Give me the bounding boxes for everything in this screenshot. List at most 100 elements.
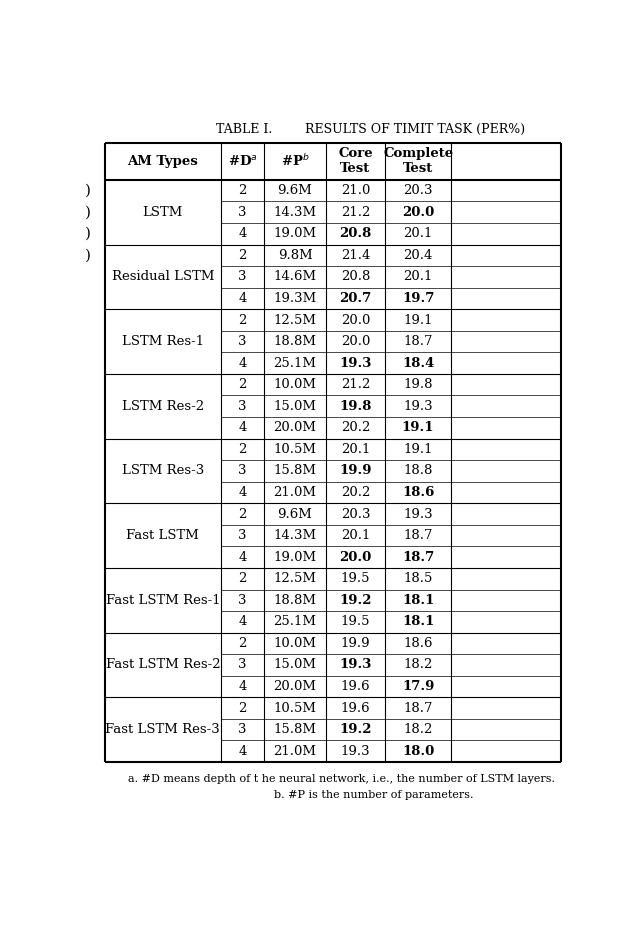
Text: 19.8: 19.8 (339, 400, 372, 413)
Text: 2: 2 (239, 249, 247, 261)
Text: 19.8: 19.8 (403, 378, 433, 391)
Text: 3: 3 (238, 594, 247, 607)
Text: 3: 3 (238, 205, 247, 219)
Text: ): ) (84, 226, 91, 241)
Text: Fast LSTM Res-1: Fast LSTM Res-1 (106, 594, 220, 607)
Text: 2: 2 (239, 637, 247, 650)
Text: 18.6: 18.6 (402, 486, 435, 499)
Text: 21.0: 21.0 (340, 184, 370, 197)
Text: 4: 4 (239, 486, 247, 499)
Text: 20.7: 20.7 (339, 292, 372, 305)
Text: 3: 3 (238, 335, 247, 348)
Text: a. #D means depth of t he neural network, i.e., the number of LSTM layers.: a. #D means depth of t he neural network… (128, 774, 555, 783)
Text: 14.3M: 14.3M (273, 205, 317, 219)
Text: 18.6: 18.6 (403, 637, 433, 650)
Text: 19.2: 19.2 (339, 594, 372, 607)
Text: 20.1: 20.1 (340, 529, 370, 542)
Text: 19.3: 19.3 (403, 400, 433, 413)
Text: 3: 3 (238, 529, 247, 542)
Text: 18.7: 18.7 (403, 529, 433, 542)
Text: 20.3: 20.3 (403, 184, 433, 197)
Text: 18.7: 18.7 (403, 335, 433, 348)
Text: LSTM Res-3: LSTM Res-3 (122, 464, 204, 477)
Text: 20.0: 20.0 (340, 313, 370, 327)
Text: LSTM: LSTM (143, 205, 183, 219)
Text: 10.5M: 10.5M (273, 702, 317, 715)
Text: 4: 4 (239, 744, 247, 758)
Text: 19.6: 19.6 (340, 702, 370, 715)
Text: 19.5: 19.5 (340, 616, 370, 629)
Text: 20.4: 20.4 (403, 249, 433, 261)
Text: 19.9: 19.9 (340, 637, 370, 650)
Text: 3: 3 (238, 464, 247, 477)
Text: Complete
Test: Complete Test (383, 148, 453, 175)
Text: ): ) (84, 205, 91, 219)
Text: 19.5: 19.5 (340, 572, 370, 585)
Text: 17.9: 17.9 (402, 680, 435, 693)
Text: 19.3: 19.3 (339, 658, 372, 671)
Text: 19.3: 19.3 (339, 357, 372, 369)
Text: 12.5M: 12.5M (273, 313, 317, 327)
Text: 2: 2 (239, 443, 247, 456)
Text: RESULTS OF TIMIT TASK (PER%): RESULTS OF TIMIT TASK (PER%) (305, 123, 525, 135)
Text: 18.5: 18.5 (403, 572, 433, 585)
Text: 20.0M: 20.0M (273, 680, 317, 693)
Text: 20.8: 20.8 (340, 271, 370, 283)
Text: 18.2: 18.2 (403, 658, 433, 671)
Text: 2: 2 (239, 378, 247, 391)
Text: 9.8M: 9.8M (278, 249, 312, 261)
Text: 15.8M: 15.8M (273, 464, 317, 477)
Text: #P$^{b}$: #P$^{b}$ (281, 153, 309, 170)
Text: LSTM Res-1: LSTM Res-1 (122, 335, 204, 348)
Text: 19.2: 19.2 (339, 724, 372, 736)
Text: 3: 3 (238, 400, 247, 413)
Text: 20.1: 20.1 (340, 443, 370, 456)
Text: 15.8M: 15.8M (273, 724, 317, 736)
Text: 2: 2 (239, 572, 247, 585)
Text: AM Types: AM Types (127, 155, 198, 168)
Text: 19.6: 19.6 (340, 680, 370, 693)
Text: 10.5M: 10.5M (273, 443, 317, 456)
Text: 18.0: 18.0 (402, 744, 434, 758)
Text: 19.3: 19.3 (403, 508, 433, 521)
Text: 18.7: 18.7 (402, 550, 434, 563)
Text: 20.2: 20.2 (340, 486, 370, 499)
Text: 10.0M: 10.0M (273, 637, 317, 650)
Text: 20.2: 20.2 (340, 421, 370, 435)
Text: 3: 3 (238, 724, 247, 736)
Text: 25.1M: 25.1M (273, 616, 317, 629)
Text: Core
Test: Core Test (338, 148, 372, 175)
Text: #D$^{a}$: #D$^{a}$ (228, 154, 257, 169)
Text: 4: 4 (239, 227, 247, 241)
Text: 18.8M: 18.8M (273, 335, 317, 348)
Text: 20.0: 20.0 (402, 205, 434, 219)
Text: 21.2: 21.2 (340, 205, 370, 219)
Text: 19.3: 19.3 (340, 744, 370, 758)
Text: ): ) (84, 248, 91, 262)
Text: 19.7: 19.7 (402, 292, 435, 305)
Text: 20.3: 20.3 (340, 508, 370, 521)
Text: 21.4: 21.4 (340, 249, 370, 261)
Text: LSTM Res-2: LSTM Res-2 (122, 400, 204, 413)
Text: 18.8: 18.8 (403, 464, 433, 477)
Text: 2: 2 (239, 702, 247, 715)
Text: 9.6M: 9.6M (278, 508, 312, 521)
Text: 18.4: 18.4 (402, 357, 435, 369)
Text: 20.8: 20.8 (339, 227, 372, 241)
Text: 18.2: 18.2 (403, 724, 433, 736)
Text: 21.2: 21.2 (340, 378, 370, 391)
Text: 14.6M: 14.6M (273, 271, 317, 283)
Text: 19.0M: 19.0M (273, 550, 317, 563)
Text: 4: 4 (239, 421, 247, 435)
Text: Fast LSTM: Fast LSTM (126, 529, 199, 542)
Text: 20.1: 20.1 (403, 227, 433, 241)
Text: 18.1: 18.1 (402, 594, 435, 607)
Text: 4: 4 (239, 357, 247, 369)
Text: 19.1: 19.1 (403, 443, 433, 456)
Text: 3: 3 (238, 271, 247, 283)
Text: 20.0: 20.0 (339, 550, 372, 563)
Text: 18.8M: 18.8M (273, 594, 317, 607)
Text: Fast LSTM Res-2: Fast LSTM Res-2 (106, 658, 220, 671)
Text: 15.0M: 15.0M (273, 400, 317, 413)
Text: 4: 4 (239, 550, 247, 563)
